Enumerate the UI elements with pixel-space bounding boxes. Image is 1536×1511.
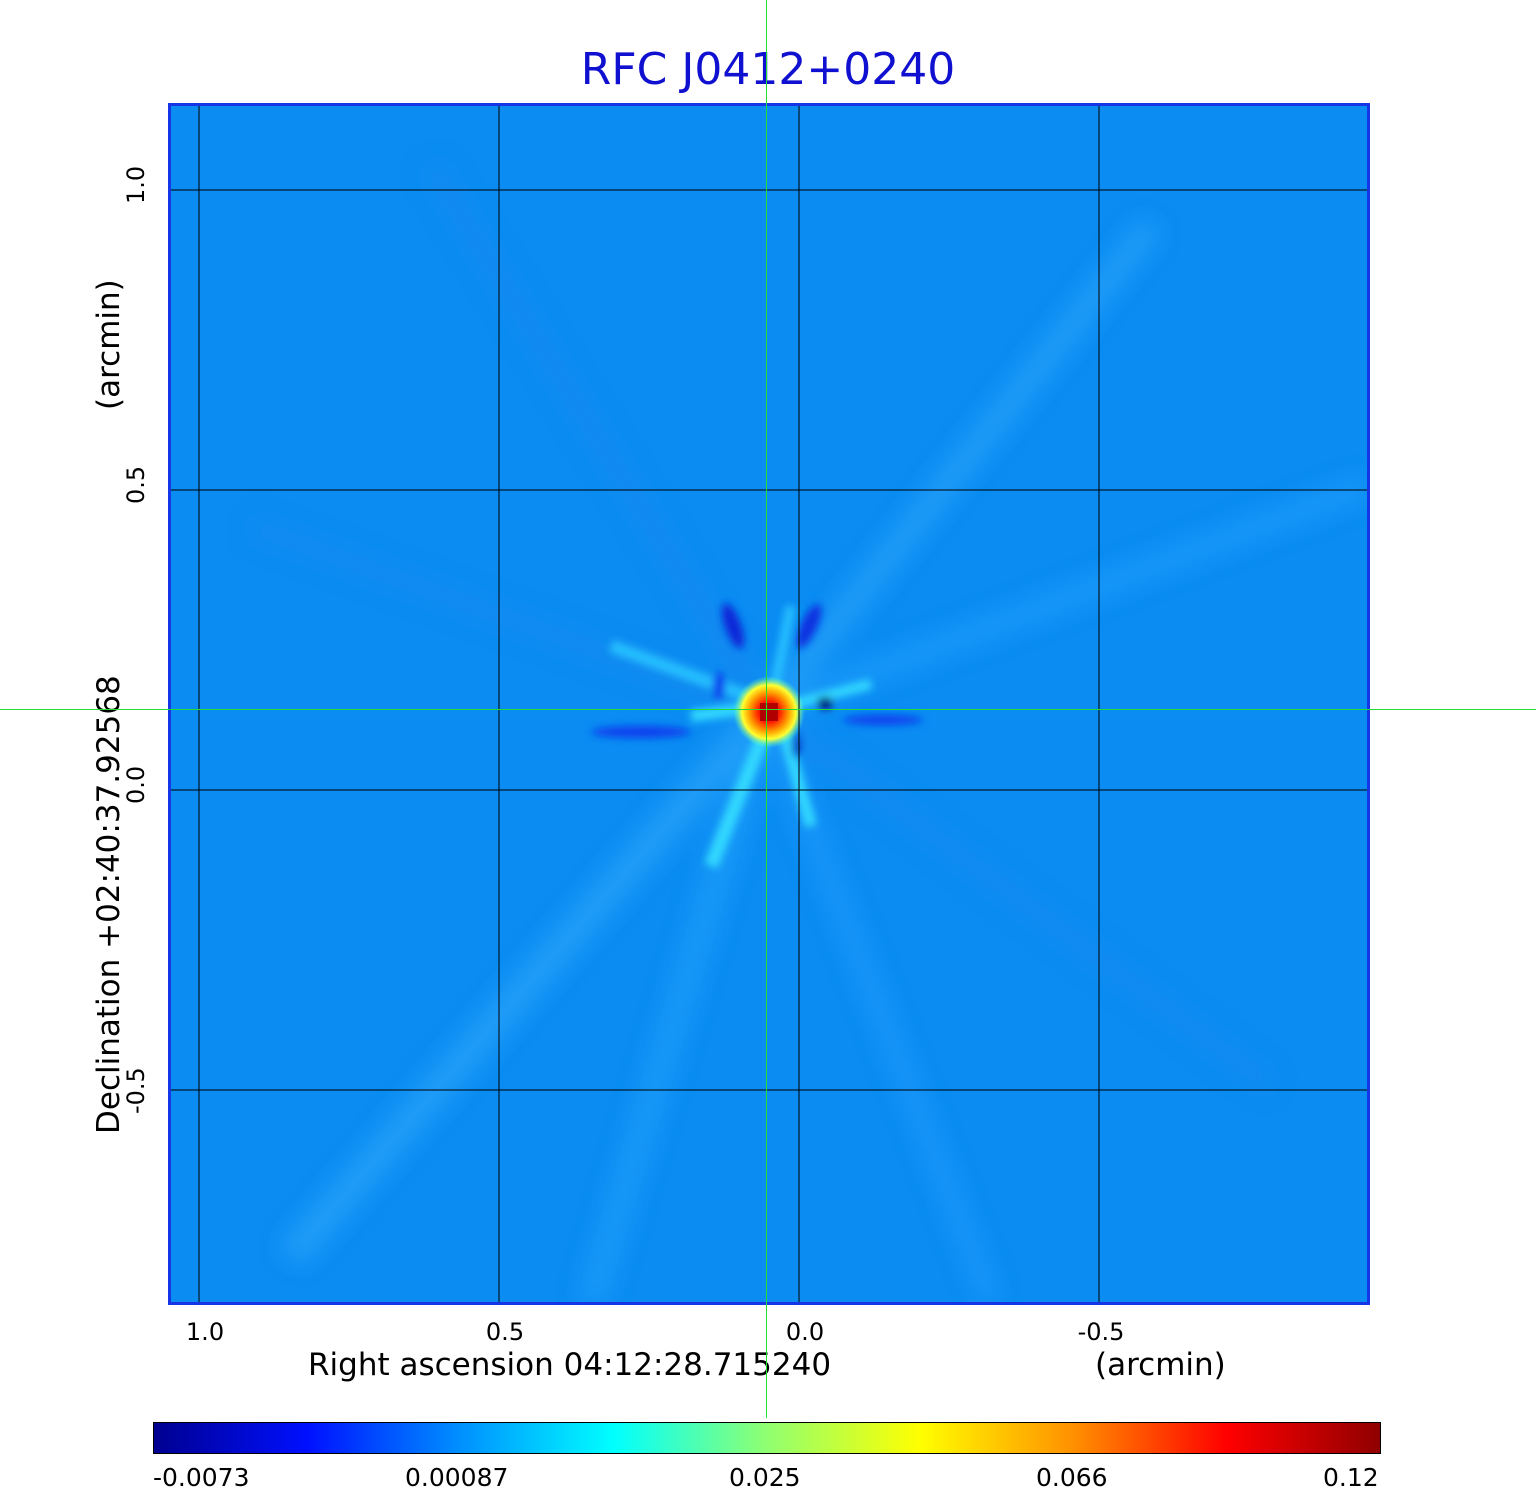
x-tick-label: 0.0 [785,1318,825,1346]
x-tick-label: 1.0 [185,1318,225,1346]
image-title: RFC J0412+0240 [580,44,956,95]
y-axis-label: Declination +02:40:37.92568 [91,675,127,1134]
colorbar [153,1422,1381,1454]
x-tick-label: 0.5 [485,1318,525,1346]
y-axis-unit: (arcmin) [91,279,127,410]
crosshair-horizontal [0,709,1536,710]
colorbar-tick-label: -0.0073 [153,1463,250,1492]
x-axis-label: Right ascension 04:12:28.715240 [308,1347,832,1383]
coordinate-grid [171,106,1367,1302]
colorbar-tick-label: 0.00087 [405,1463,509,1492]
y-tick-label: 1.0 [122,165,150,204]
x-axis-unit: (arcmin) [1095,1347,1226,1383]
x-tick-label: -0.5 [1077,1318,1125,1346]
colorbar-tick-label: 0.066 [1036,1463,1108,1492]
sky-image [171,106,1367,1302]
colorbar-tick-label: 0.12 [1323,1463,1379,1492]
sky-image-panel[interactable] [168,103,1370,1305]
colorbar-tick-label: 0.025 [729,1463,801,1492]
y-tick-label: 0.5 [122,465,150,504]
